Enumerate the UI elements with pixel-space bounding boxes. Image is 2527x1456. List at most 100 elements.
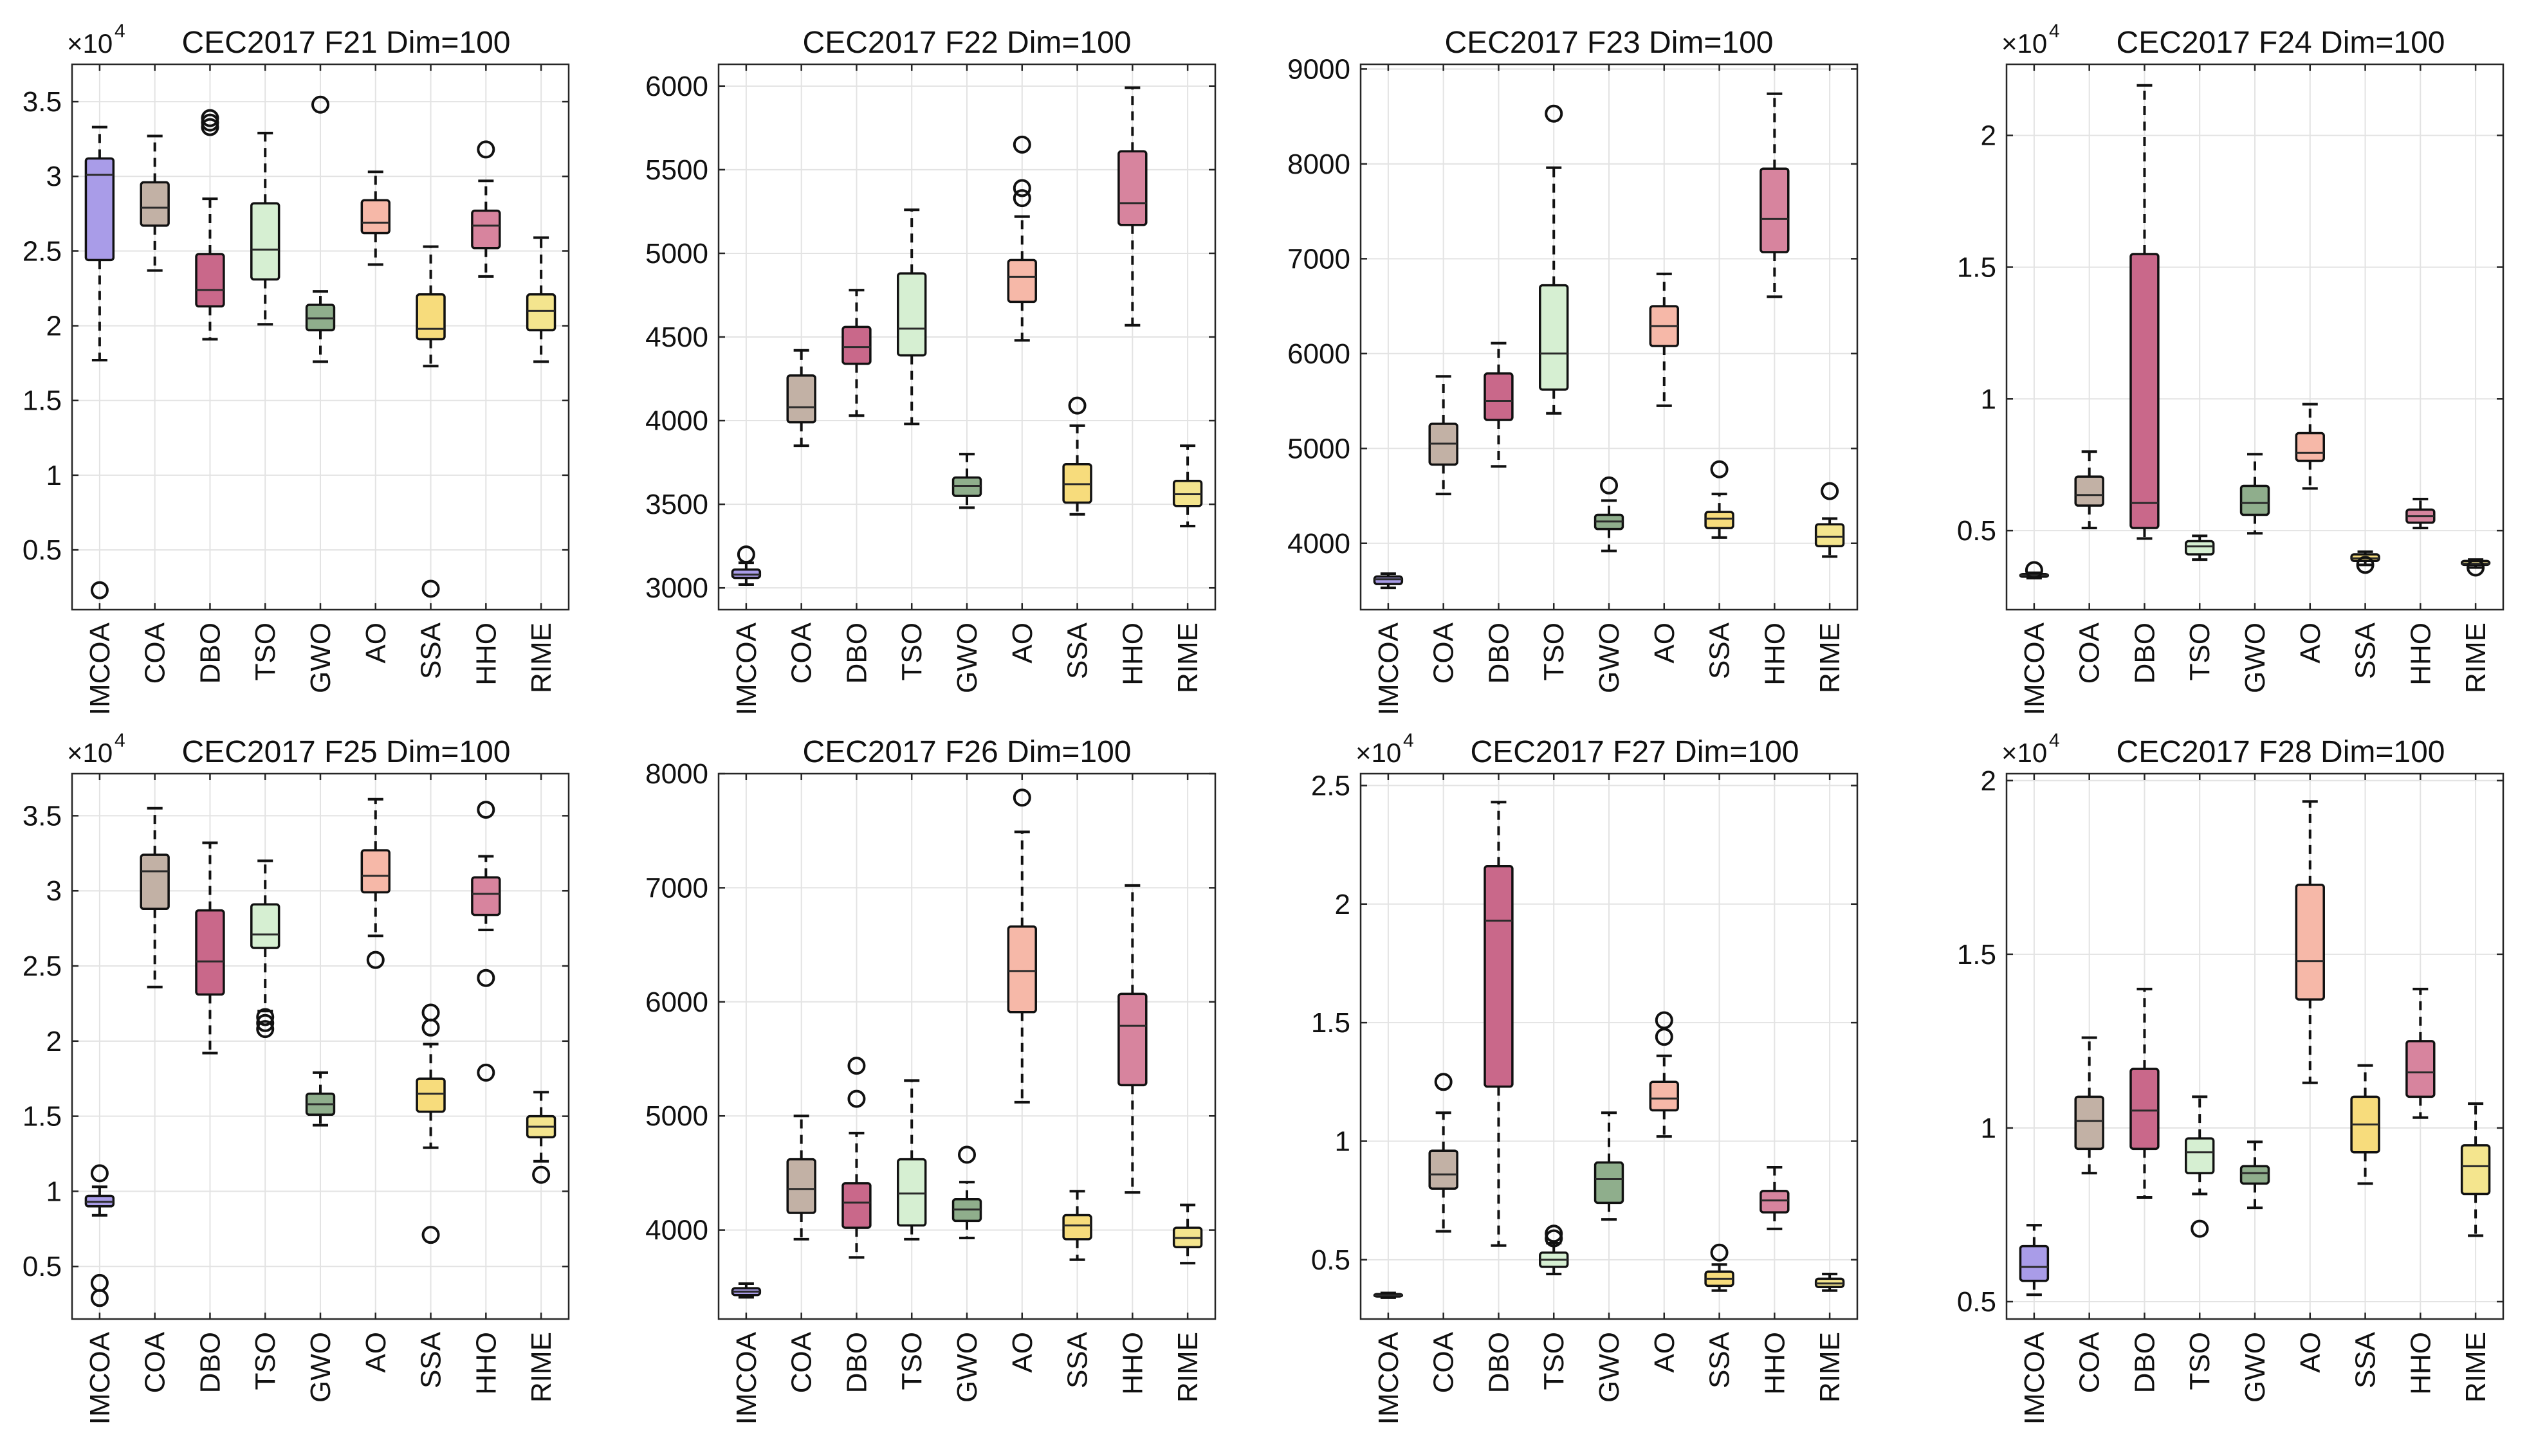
box-body <box>2295 884 2325 1001</box>
axis-multiplier-exponent: 4 <box>1403 730 1414 751</box>
box-dbo <box>841 289 872 417</box>
box-tso <box>2185 1095 2215 1238</box>
box-body <box>1760 1190 1790 1214</box>
box-imcoa <box>1373 572 1404 590</box>
box-gwo <box>1594 476 1624 552</box>
y-tick-label: 0.5 <box>1957 515 1996 547</box>
y-tick-label: 1 <box>1335 1125 1350 1157</box>
box-imcoa <box>1373 1291 1404 1299</box>
outlier-point <box>1710 460 1729 478</box>
outlier-point <box>477 1063 495 1082</box>
outlier-point <box>90 581 109 599</box>
box-body <box>1117 150 1148 226</box>
x-tick-label: TSO <box>1538 1332 1570 1390</box>
box-body <box>140 181 170 227</box>
subplot-8: 0.5 1 1.5 2 IMCOA COA DBO TSO GWO AO SSA HHO RIME CEC… <box>1957 730 2504 1424</box>
x-tick-label: GWO <box>2239 623 2271 693</box>
box-dbo <box>1484 801 1514 1247</box>
x-tick-label: TSO <box>2184 623 2216 680</box>
x-tick-label: IMCOA <box>1373 1331 1404 1424</box>
x-tick-label: GWO <box>305 1332 336 1403</box>
x-tick-label: IMCOA <box>2019 1331 2050 1424</box>
x-tick-label: AO <box>360 623 392 664</box>
box-body <box>786 1158 816 1214</box>
box-body <box>2239 484 2270 516</box>
axis-multiplier-exponent: 4 <box>115 730 125 751</box>
box-ao <box>360 170 391 266</box>
box-dbo <box>1484 341 1514 468</box>
box-coa <box>786 1115 816 1241</box>
x-tick-label: DBO <box>1483 623 1514 684</box>
outlier-point <box>1545 1229 1563 1248</box>
x-tick-label: COA <box>1428 1331 1460 1393</box>
x-tick-label: SSA <box>1062 622 1094 679</box>
x-tick-label: AO <box>1649 1332 1680 1373</box>
y-tick-label: 4000 <box>645 405 708 437</box>
y-tick-label: 2 <box>46 1026 62 1057</box>
box-body <box>2129 1068 2160 1151</box>
outlier-point <box>477 969 495 987</box>
box-imcoa <box>2019 1224 2050 1297</box>
box-body <box>2460 1144 2491 1196</box>
box-body <box>2239 1165 2270 1185</box>
box-gwo <box>2239 1140 2270 1210</box>
y-tick-label: 2 <box>1981 120 1996 152</box>
x-tick-label: TSO <box>2184 1332 2216 1390</box>
outlier-point <box>958 1145 976 1164</box>
x-tick-label: COA <box>786 1331 818 1393</box>
outlier-point <box>847 1057 866 1075</box>
box-hho <box>471 801 501 1082</box>
y-tick-label: 1 <box>1981 383 1996 415</box>
y-tick-label: 2 <box>1981 765 1996 797</box>
box-ssa <box>416 245 446 598</box>
box-ssa <box>1704 460 1734 539</box>
box-body <box>2405 1040 2436 1098</box>
box-ssa <box>416 1003 446 1244</box>
box-ao <box>1649 1011 1679 1138</box>
y-tick-label: 5000 <box>1287 433 1350 464</box>
box-body <box>471 209 501 250</box>
subplot-2: 3000 3500 4000 4500 5000 5500 6000 IMCOA COA DBO T… <box>645 26 1217 715</box>
box-hho <box>1760 1166 1790 1230</box>
x-tick-label: AO <box>1007 623 1038 664</box>
box-body <box>471 876 501 916</box>
y-tick-label: 9000 <box>1287 53 1350 85</box>
box-body <box>2129 253 2160 529</box>
x-tick-label: IMCOA <box>2019 622 2050 715</box>
y-tick-label: 4500 <box>645 322 708 353</box>
chart-title: CEC2017 F25 Dim=100 <box>182 735 511 769</box>
subplot-5: 0.5 1 1.5 2 2.5 3 3.5 IMCOA COA DBO TSO GWO AO SSA HHO… <box>23 730 570 1424</box>
y-tick-label: 4000 <box>1287 528 1350 560</box>
box-ssa <box>2350 1064 2380 1185</box>
x-tick-label: HHO <box>470 1332 502 1395</box>
y-tick-label: 5500 <box>645 154 708 186</box>
x-tick-label: SSA <box>416 622 447 679</box>
box-ao <box>2295 403 2325 490</box>
box-ao <box>360 797 391 969</box>
box-ao <box>1007 135 1037 342</box>
box-body <box>1594 1161 1624 1205</box>
axis-multiplier: ×10 <box>67 738 113 768</box>
x-tick-label: COA <box>140 1331 171 1393</box>
box-coa <box>1428 1073 1458 1233</box>
box-hho <box>471 140 501 278</box>
subplot-7: 0.5 1 1.5 2 2.5 IMCOA COA DBO TSO GWO AO SSA HHO RIME… <box>1311 730 1859 1424</box>
subplot-3: 4000 5000 6000 7000 8000 9000 IMCOA COA DBO TSO GW… <box>1287 26 1859 715</box>
box-dbo <box>2129 84 2160 540</box>
axis-multiplier: ×10 <box>2001 738 2047 768</box>
box-body <box>897 272 927 357</box>
box-coa <box>786 349 816 448</box>
x-tick-label: RIME <box>1814 1332 1846 1403</box>
x-tick-label: TSO <box>896 623 928 680</box>
outlier-point <box>1710 1243 1729 1262</box>
box-hho <box>2405 497 2436 530</box>
box-body <box>1007 259 1037 304</box>
y-tick-label: 1.5 <box>23 1101 62 1133</box>
x-tick-label: AO <box>1007 1332 1038 1373</box>
chart-title: CEC2017 F24 Dim=100 <box>2117 26 2445 60</box>
box-coa <box>1428 375 1458 496</box>
outlier-point <box>1545 1224 1563 1243</box>
box-dbo <box>2129 987 2160 1199</box>
axis-multiplier-exponent: 4 <box>2049 21 2060 42</box>
x-tick-label: SSA <box>2350 1331 2382 1388</box>
